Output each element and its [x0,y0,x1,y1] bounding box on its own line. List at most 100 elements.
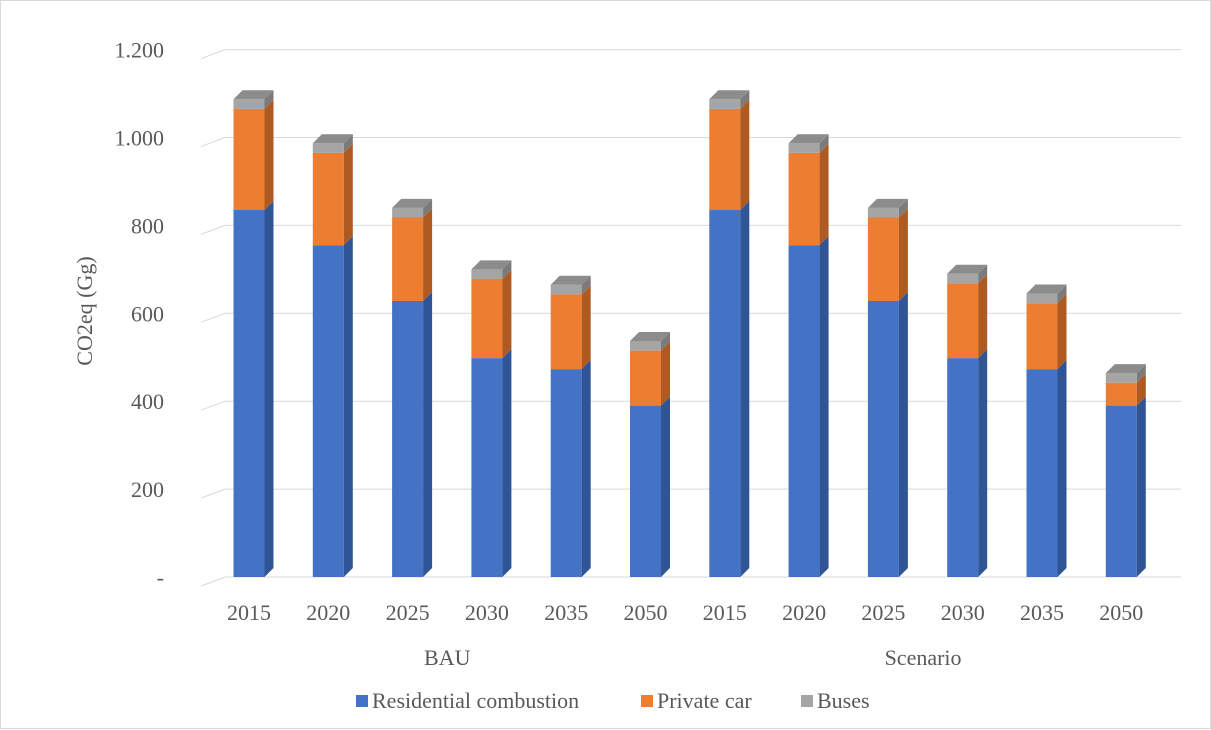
x-tick-label: 2025 [386,600,430,625]
bar-front [233,108,265,211]
bar-front [1026,303,1058,370]
bar-side [423,291,433,577]
bar-segment-residential-combustion [392,291,433,577]
gridline [200,576,1181,587]
bar-segment-residential-combustion [630,396,670,577]
bar-front [233,99,265,109]
bar-front [550,294,582,370]
bar-front [630,350,661,406]
bar-front [392,207,424,218]
bar-segment-buses [1026,284,1067,304]
bar-front [1105,382,1137,406]
bar-side [661,331,670,351]
x-tick-label: 2030 [941,600,985,625]
bar-side [661,341,670,406]
bar-front [392,217,424,301]
bar-front [392,300,424,577]
bar-front [312,143,344,153]
bar-top [233,90,274,100]
group-label: Scenario [885,645,962,670]
gridline [200,400,1181,411]
bar-side [502,349,512,577]
bar-front [630,340,661,351]
bar-side [581,360,591,577]
gridline [200,137,1181,147]
bar-side [502,270,512,359]
gridline [200,224,1181,235]
bar-top [947,264,988,274]
bar-segment-private-car [630,341,670,406]
bar-segment-residential-combustion [550,360,591,577]
bar-segment-buses [1105,364,1146,383]
bar-segment-residential-combustion [947,349,988,577]
bar-side [343,134,353,153]
legend-item-private-car: Private car [641,688,752,713]
bar-side [819,143,829,246]
x-tick-label: 2050 [624,600,668,625]
bar-front [312,245,344,578]
gridlines [200,49,1181,587]
legend-label: Residential combustion [372,688,579,713]
gridline [200,488,1181,499]
legend-label: Private car [657,688,752,713]
x-tick-label: 2035 [1020,600,1064,625]
bar-top [392,198,433,208]
gridline [200,49,1181,60]
legend-swatch [641,695,653,707]
bar-side [819,134,829,153]
bar-side [264,201,274,577]
bar-segment-residential-combustion [709,201,750,577]
bar-front [312,152,344,246]
bar-top [471,260,512,270]
x-tick-label: 2035 [544,600,588,625]
bar-segment-residential-combustion [233,201,274,577]
bar-side [898,198,908,218]
bar-side [423,198,433,218]
bar-front [233,210,265,577]
legend-label: Buses [817,688,870,713]
bar-segment-private-car [312,143,353,246]
bar-segment-buses [392,198,433,218]
y-tick-label: 1.200 [115,38,165,63]
bar-segment-buses [709,90,750,109]
bar-segment-buses [550,275,591,295]
bar-segment-residential-combustion [312,236,353,578]
bar-segment-residential-combustion [1105,396,1146,577]
bar-side [502,260,512,280]
legend: Residential combustion Private car Buses [356,688,870,713]
y-axis-label: CO2eq (Gg) [72,256,97,365]
group-label: BAU [424,645,471,670]
bar-side [819,236,829,578]
bar-segment-private-car [1105,373,1146,406]
bar-segment-residential-combustion [1026,360,1067,577]
bar-side [1136,364,1146,383]
y-tick-label: 1.000 [115,126,165,151]
x-tick-label: 2030 [465,600,509,625]
bar-front [867,300,899,577]
bar-side [1136,396,1146,577]
bar-front [867,217,899,301]
bar-segment-private-car [1026,294,1067,370]
bar-segment-buses [947,264,988,284]
bar-side [423,208,433,301]
bar-top [867,198,908,208]
bar-front [550,369,582,577]
legend-swatch [801,695,813,707]
bar-side [264,90,274,109]
bar-front [709,108,741,211]
bar-side [978,349,988,577]
bar-front [788,143,820,153]
bar-segment-buses [867,198,908,218]
bar-segment-buses [630,331,670,351]
bar-front [709,210,741,577]
y-axis-ticks: - 200 400 600 800 1.000 1.200 [115,38,165,590]
bar-front [947,358,979,577]
x-tick-label: 2015 [227,600,271,625]
bar-segment-private-car [233,99,274,211]
bar-segment-private-car [867,208,908,301]
y-tick-label: 800 [131,213,164,238]
bar-front [788,245,820,578]
bar-side [343,236,353,578]
